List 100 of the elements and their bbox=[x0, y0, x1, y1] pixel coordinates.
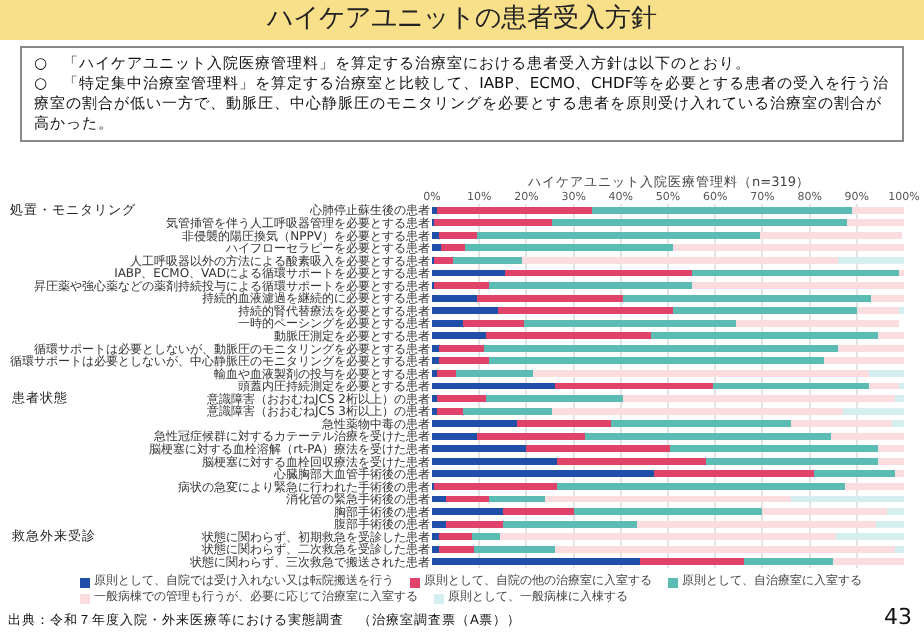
bar bbox=[488, 357, 824, 365]
bar bbox=[887, 508, 904, 515]
bar bbox=[476, 231, 761, 239]
bar bbox=[439, 545, 475, 553]
bar bbox=[835, 533, 904, 541]
bar bbox=[472, 533, 501, 541]
bar bbox=[878, 445, 904, 453]
bar bbox=[552, 407, 843, 415]
bar bbox=[432, 457, 558, 465]
bar bbox=[434, 257, 454, 264]
bar bbox=[672, 244, 904, 252]
bar bbox=[526, 445, 671, 453]
bar bbox=[446, 520, 503, 528]
bar bbox=[790, 420, 893, 428]
bar bbox=[432, 558, 640, 566]
bar bbox=[432, 307, 499, 315]
bar bbox=[653, 470, 815, 478]
bar bbox=[760, 231, 902, 239]
chart-title: ハイケアユニットの患者受入方針 bbox=[0, 0, 924, 40]
bar bbox=[432, 520, 447, 528]
bar bbox=[432, 470, 654, 478]
bar bbox=[623, 294, 871, 302]
bar bbox=[875, 520, 904, 528]
bar bbox=[432, 445, 527, 453]
bar bbox=[453, 257, 522, 264]
bar bbox=[705, 457, 879, 465]
bar bbox=[736, 319, 900, 327]
bar bbox=[486, 395, 624, 402]
bar bbox=[837, 257, 904, 264]
bar bbox=[432, 508, 503, 515]
bar bbox=[842, 407, 904, 415]
bar bbox=[670, 445, 879, 453]
bar bbox=[476, 432, 586, 440]
bar bbox=[432, 533, 440, 541]
bar bbox=[439, 357, 489, 365]
bar bbox=[465, 244, 673, 252]
bar bbox=[432, 294, 477, 302]
bar bbox=[439, 231, 477, 239]
bar bbox=[743, 558, 834, 566]
bar bbox=[434, 219, 553, 227]
bar bbox=[434, 482, 558, 490]
bar bbox=[432, 231, 440, 239]
bar bbox=[611, 420, 791, 428]
bar bbox=[436, 407, 463, 415]
bar bbox=[498, 307, 673, 315]
bar bbox=[852, 206, 904, 214]
text: 43 bbox=[884, 604, 912, 630]
bar bbox=[651, 332, 879, 340]
bar bbox=[432, 432, 477, 440]
bar bbox=[870, 294, 904, 302]
bar bbox=[486, 332, 652, 340]
bar bbox=[432, 319, 463, 327]
bar bbox=[837, 344, 904, 352]
bar bbox=[639, 558, 744, 566]
bar bbox=[672, 307, 857, 315]
bar bbox=[432, 357, 440, 365]
bar bbox=[814, 470, 895, 478]
bar bbox=[439, 344, 484, 352]
bar bbox=[894, 395, 904, 402]
bar bbox=[892, 420, 904, 428]
bar bbox=[585, 432, 831, 440]
bar bbox=[432, 344, 440, 352]
bar bbox=[557, 457, 706, 465]
bar bbox=[552, 219, 848, 227]
bar bbox=[474, 545, 555, 553]
bar bbox=[432, 545, 440, 553]
bar bbox=[436, 206, 593, 214]
bar bbox=[476, 294, 624, 302]
bar bbox=[483, 344, 838, 352]
bar bbox=[462, 407, 553, 415]
bar bbox=[502, 508, 574, 515]
bar bbox=[894, 545, 904, 553]
bar bbox=[557, 482, 845, 490]
bar bbox=[436, 370, 456, 377]
bar bbox=[516, 420, 612, 428]
bar bbox=[500, 533, 836, 541]
bar bbox=[488, 282, 692, 290]
bar bbox=[856, 307, 900, 315]
bar bbox=[868, 370, 904, 377]
bar bbox=[592, 206, 853, 214]
bar bbox=[432, 420, 517, 428]
bar bbox=[436, 395, 487, 402]
bar bbox=[434, 282, 489, 290]
bar bbox=[441, 244, 466, 252]
bar bbox=[455, 370, 534, 377]
bar bbox=[833, 558, 904, 566]
bar bbox=[847, 219, 904, 227]
bar bbox=[623, 395, 895, 402]
bar bbox=[762, 508, 888, 515]
bar bbox=[573, 508, 763, 515]
bar bbox=[878, 332, 904, 340]
bar bbox=[432, 332, 487, 340]
bar bbox=[878, 457, 904, 465]
bar bbox=[439, 533, 473, 541]
bar bbox=[524, 319, 737, 327]
bar bbox=[637, 520, 876, 528]
bar bbox=[462, 319, 525, 327]
bar bbox=[845, 482, 904, 490]
bar bbox=[521, 257, 838, 264]
bar bbox=[502, 520, 638, 528]
